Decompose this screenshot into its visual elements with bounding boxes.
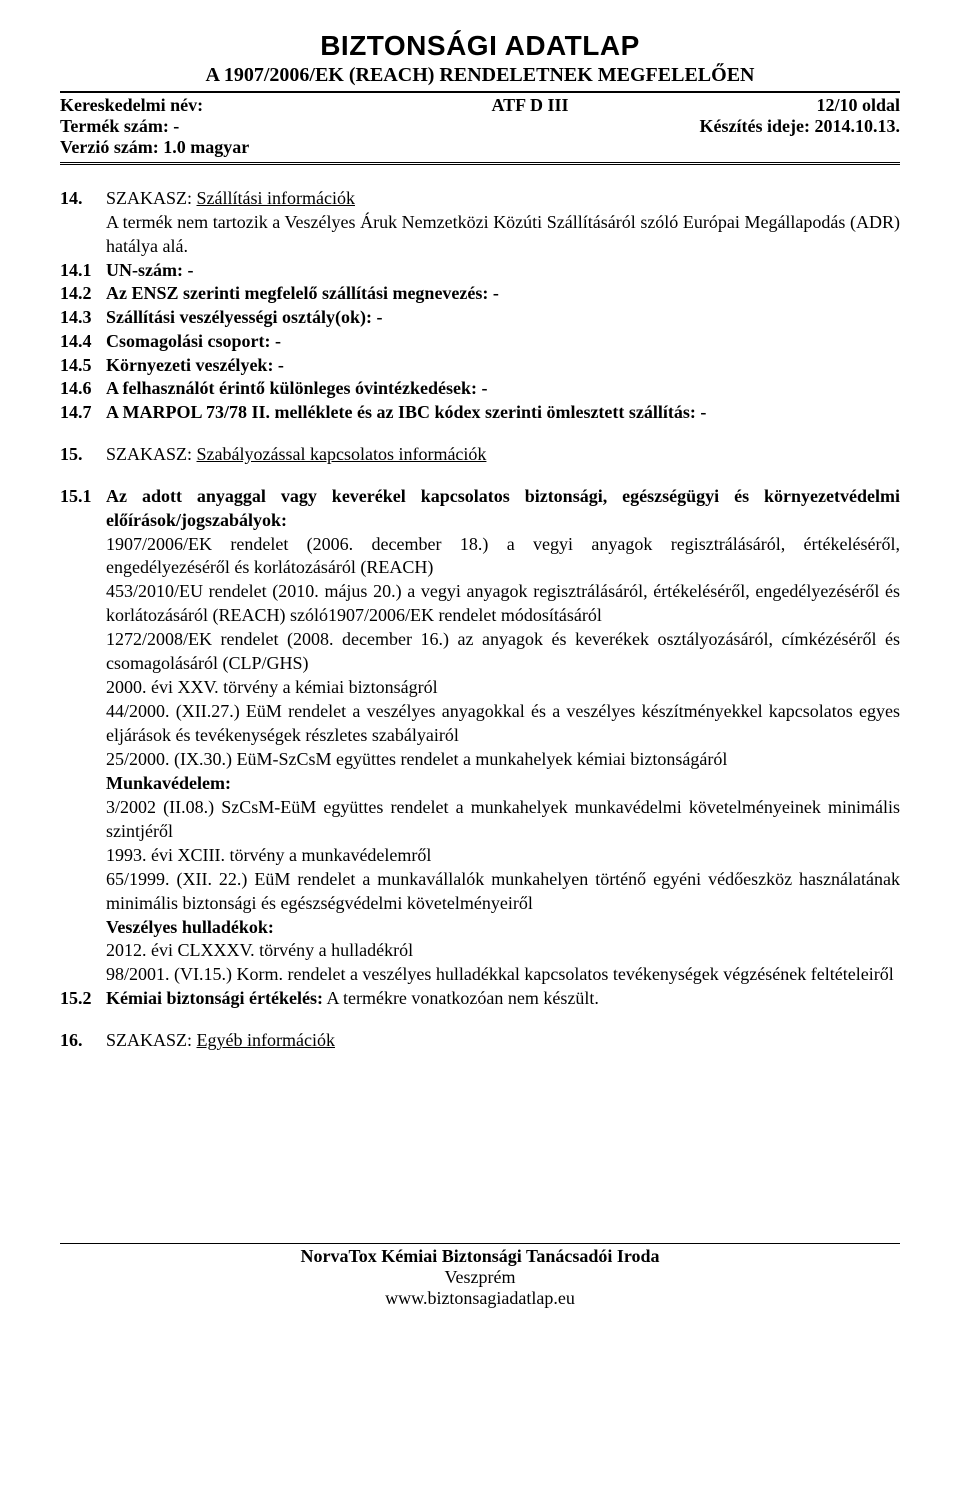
item-15-1-num: 15.1 bbox=[60, 485, 106, 509]
item-14-4-num: 14.4 bbox=[60, 330, 106, 354]
version-label: Verzió szám: 1.0 magyar bbox=[60, 137, 249, 158]
item-15-1-p7: 3/2002 (II.08.) SzCsM-EüM együttes rende… bbox=[106, 796, 900, 844]
section-14-heading: 14. SZAKASZ: Szállítási információk A te… bbox=[60, 187, 900, 259]
item-14-3-text: Szállítási veszélyességi osztály(ok): - bbox=[106, 306, 900, 330]
prep-date: Készítés ideje: 2014.10.13. bbox=[700, 116, 900, 137]
footer: NorvaTox Kémiai Biztonsági Tanácsadói Ir… bbox=[60, 1243, 900, 1309]
section-16-heading: 16. SZAKASZ: Egyéb információk bbox=[60, 1029, 900, 1053]
trade-name-label: Kereskedelmi név: bbox=[60, 95, 360, 116]
item-14-7-num: 14.7 bbox=[60, 401, 106, 425]
item-15-1-p8: 1993. évi XCIII. törvény a munkavédelemr… bbox=[106, 844, 900, 868]
section-14-title: Szállítási információk bbox=[197, 188, 355, 208]
item-15-1-p11: 98/2001. (VI.15.) Korm. rendelet a veszé… bbox=[106, 963, 900, 987]
item-14-1: 14.1 UN-szám: - bbox=[60, 259, 900, 283]
item-15-1-p5: 44/2000. (XII.27.) EüM rendelet a veszél… bbox=[106, 700, 900, 748]
item-14-4-text: Csomagolási csoport: - bbox=[106, 330, 900, 354]
item-15-1: 15.1 Az adott anyaggal vagy keverékel ka… bbox=[60, 485, 900, 988]
footer-line3: www.biztonsagiadatlap.eu bbox=[60, 1288, 900, 1309]
item-14-2-num: 14.2 bbox=[60, 282, 106, 306]
item-15-2: 15.2 Kémiai biztonsági értékelés: A term… bbox=[60, 987, 900, 1011]
item-15-1-h-munkavedelem: Munkavédelem: bbox=[106, 772, 900, 796]
item-15-2-lead: Kémiai biztonsági értékelés: bbox=[106, 988, 323, 1008]
item-14-1-text: UN-szám: - bbox=[106, 259, 900, 283]
item-14-2-text: Az ENSZ szerinti megfelelő szállítási me… bbox=[106, 282, 900, 306]
item-14-3: 14.3 Szállítási veszélyességi osztály(ok… bbox=[60, 306, 900, 330]
document-page: BIZTONSÁGI ADATLAP A 1907/2006/EK (REACH… bbox=[0, 0, 960, 1349]
trade-name-value: ATF D III bbox=[360, 95, 700, 116]
item-14-6: 14.6 A felhasználót érintő különleges óv… bbox=[60, 377, 900, 401]
item-14-5: 14.5 Környezeti veszélyek: - bbox=[60, 354, 900, 378]
item-15-1-p1: 1907/2006/EK rendelet (2006. december 18… bbox=[106, 533, 900, 581]
section-15-szakasz: SZAKASZ: bbox=[106, 444, 192, 464]
footer-line2: Veszprém bbox=[60, 1267, 900, 1288]
item-15-1-p10: 2012. évi CLXXXV. törvény a hulladékról bbox=[106, 939, 900, 963]
item-14-6-text: A felhasználót érintő különleges óvintéz… bbox=[106, 377, 900, 401]
item-14-6-num: 14.6 bbox=[60, 377, 106, 401]
item-14-3-num: 14.3 bbox=[60, 306, 106, 330]
item-14-5-num: 14.5 bbox=[60, 354, 106, 378]
section-14-intro: A termék nem tartozik a Veszélyes Áruk N… bbox=[106, 211, 900, 259]
item-15-1-lead: Az adott anyaggal vagy keverékel kapcsol… bbox=[106, 485, 900, 533]
item-14-7: 14.7 A MARPOL 73/78 II. melléklete és az… bbox=[60, 401, 900, 425]
item-15-2-rest: A termékre vonatkozóan nem készült. bbox=[323, 988, 599, 1008]
item-14-5-text: Környezeti veszélyek: - bbox=[106, 354, 900, 378]
header-block: Kereskedelmi név: ATF D III 12/10 oldal … bbox=[60, 91, 900, 165]
item-14-2: 14.2 Az ENSZ szerinti megfelelő szállítá… bbox=[60, 282, 900, 306]
item-15-1-h-hulladek: Veszélyes hulladékok: bbox=[106, 916, 900, 940]
section-16-szakasz: SZAKASZ: bbox=[106, 1030, 192, 1050]
section-15-heading: 15. SZAKASZ: Szabályozással kapcsolatos … bbox=[60, 443, 900, 467]
section-15-num: 15. bbox=[60, 443, 106, 467]
title-main: BIZTONSÁGI ADATLAP bbox=[60, 30, 900, 62]
section-16-title: Egyéb információk bbox=[197, 1030, 335, 1050]
item-14-4: 14.4 Csomagolási csoport: - bbox=[60, 330, 900, 354]
item-15-1-p9: 65/1999. (XII. 22.) EüM rendelet a munka… bbox=[106, 868, 900, 916]
item-15-1-p4: 2000. évi XXV. törvény a kémiai biztonsá… bbox=[106, 676, 900, 700]
section-14-num: 14. bbox=[60, 187, 106, 211]
item-15-1-p2: 453/2010/EU rendelet (2010. május 20.) a… bbox=[106, 580, 900, 628]
item-14-1-num: 14.1 bbox=[60, 259, 106, 283]
section-16-num: 16. bbox=[60, 1029, 106, 1053]
item-15-1-p6: 25/2000. (IX.30.) EüM-SzCsM együttes ren… bbox=[106, 748, 900, 772]
footer-line1: NorvaTox Kémiai Biztonsági Tanácsadói Ir… bbox=[60, 1246, 900, 1267]
page-info: 12/10 oldal bbox=[700, 95, 900, 116]
product-number: Termék szám: - bbox=[60, 116, 179, 137]
item-15-1-p3: 1272/2008/EK rendelet (2008. december 16… bbox=[106, 628, 900, 676]
item-15-2-num: 15.2 bbox=[60, 987, 106, 1011]
section-15-title: Szabályozással kapcsolatos információk bbox=[197, 444, 487, 464]
section-14-szakasz: SZAKASZ: bbox=[106, 188, 192, 208]
title-sub: A 1907/2006/EK (REACH) RENDELETNEK MEGFE… bbox=[60, 64, 900, 87]
item-14-7-text: A MARPOL 73/78 II. melléklete és az IBC … bbox=[106, 401, 900, 425]
